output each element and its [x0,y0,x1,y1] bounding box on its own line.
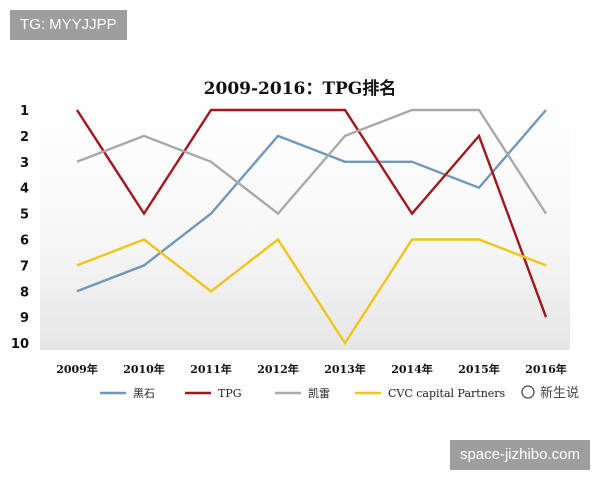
legend-label: 黑石 [133,387,155,400]
series-line-1 [75,108,548,318]
x-tick-label: 2016年 [525,362,567,376]
y-tick-label: 5 [20,208,29,223]
chart-title: 2009-2016：TPG排名 [204,78,397,99]
plot-background [40,100,570,350]
x-tick-label: 2010年 [123,362,165,376]
watermark-top-left: TG: MYYJJPP [10,10,127,40]
x-tick-label: 2014年 [391,362,433,376]
series-line-3 [76,237,547,346]
series-line-0 [76,109,547,293]
x-tick-label: 2013年 [324,362,366,376]
series-line-2 [76,108,548,216]
x-tick-label: 2011年 [190,362,232,376]
y-tick-label: 3 [20,156,29,171]
y-tick-label: 8 [20,285,29,300]
y-tick-label: 1 [20,104,29,119]
y-tick-label: 6 [20,234,29,249]
legend-label: 凯雷 [308,387,330,400]
y-tick-label: 10 [11,337,29,352]
x-tick-label: 2015年 [458,362,500,376]
chart-corner-watermark-text: 新生说 [540,385,579,401]
wechat-icon [521,385,535,399]
legend-label: CVC capital Partners [388,387,506,400]
y-tick-label: 2 [20,130,29,145]
y-tick-label: 4 [20,182,29,197]
y-tick-label: 9 [20,311,29,326]
y-tick-label: 7 [20,259,29,274]
watermark-bottom-right: space-jizhibo.com [449,440,590,470]
x-tick-label: 2009年 [56,362,98,376]
chart-corner-watermark: 新生说 [521,385,579,401]
x-tick-label: 2012年 [257,362,299,376]
legend-label: TPG [218,387,242,400]
